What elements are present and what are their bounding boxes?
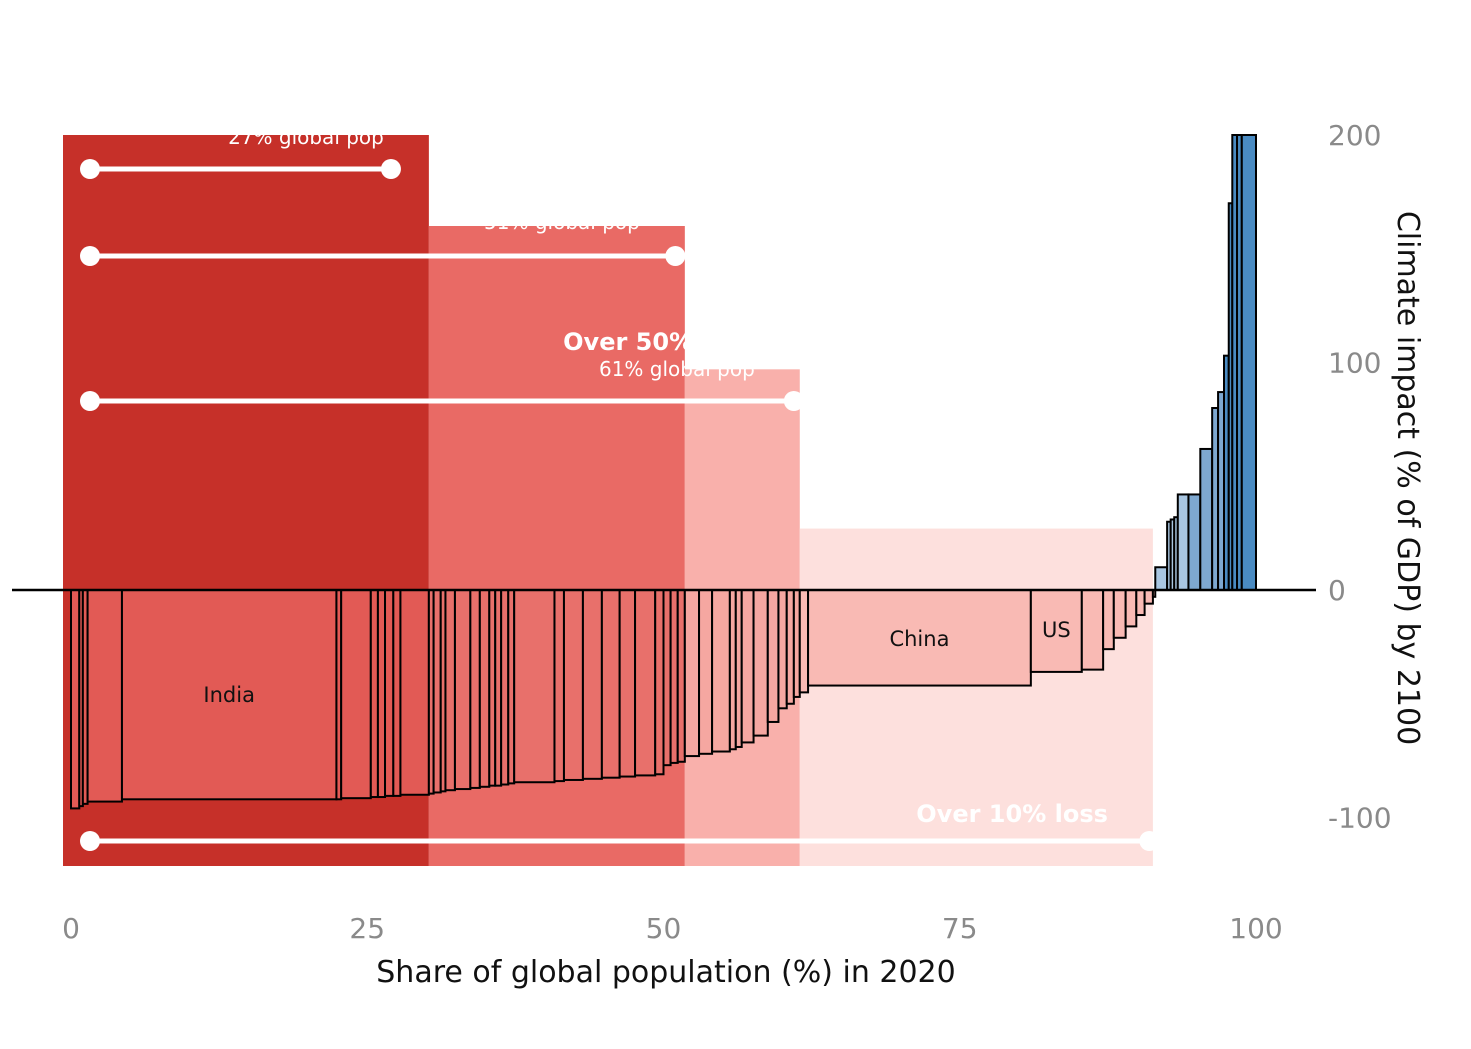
- x-axis-ticks: 0 25 50 75 100: [62, 912, 1283, 945]
- bar-15: [444, 589, 456, 792]
- band-75-range-start-dot: [80, 246, 100, 266]
- x-tick-label: 75: [942, 912, 978, 945]
- y-tick-label: 100: [1328, 347, 1381, 380]
- y-axis-title: Climate impact (% of GDP) by 2100: [1390, 211, 1425, 745]
- bar-6: [340, 589, 372, 800]
- band-90-subtitle: 27% global pop: [228, 125, 384, 149]
- bar-11: [399, 589, 430, 796]
- country-label-china: China: [889, 627, 949, 651]
- y-tick-label: -100: [1328, 802, 1392, 835]
- bar-29: [634, 589, 657, 777]
- bar-25: [562, 589, 584, 781]
- bar-52: [1135, 589, 1146, 617]
- band-75-title: Over 75% loss: [448, 181, 640, 209]
- y-tick-label: 200: [1328, 119, 1381, 152]
- bar-9: [384, 589, 395, 797]
- bar-59: [1176, 493, 1190, 592]
- bar-60: [1187, 493, 1202, 592]
- band-labels: Over 90% loss 27% global pop Over 75% loss…: [192, 91, 1108, 828]
- bar-48: [1080, 589, 1105, 671]
- bar-0: [70, 589, 81, 810]
- bar-31: [662, 589, 672, 767]
- bar-21: [500, 589, 510, 786]
- x-tick-label: 50: [646, 912, 682, 945]
- bar-18: [478, 589, 491, 788]
- bar-53: [1143, 589, 1154, 605]
- band-10-rect: [799, 528, 1153, 866]
- bar-39: [740, 589, 755, 744]
- bar-50: [1112, 589, 1127, 639]
- bar-34: [683, 589, 701, 758]
- bar-61: [1199, 447, 1214, 592]
- bar-32: [669, 589, 679, 764]
- x-tick-label: 25: [349, 912, 385, 945]
- band-75-subtitle: 51% global pop: [484, 210, 640, 234]
- bar-43: [785, 589, 795, 705]
- bar-45: [798, 589, 810, 694]
- bar-68: [1240, 134, 1258, 591]
- bar-23: [513, 589, 556, 784]
- band-10-range-start-dot: [80, 831, 100, 851]
- bar-7: [369, 589, 379, 799]
- x-tick-label: 100: [1229, 912, 1282, 945]
- bar-26: [581, 589, 603, 780]
- bar-55: [1154, 566, 1169, 591]
- bar-49: [1102, 589, 1115, 651]
- band-range-lines: [80, 159, 1160, 851]
- bar-10: [392, 589, 402, 797]
- y-tick-label: 0: [1328, 574, 1346, 607]
- band-50-range-end-dot: [783, 391, 804, 411]
- bar-16: [453, 589, 472, 791]
- bar-27: [600, 589, 621, 779]
- bar-8: [376, 589, 387, 799]
- bar-33: [676, 589, 686, 763]
- band-50-title: Over 50% loss: [563, 328, 755, 356]
- band-10-title: Over 10% loss: [916, 800, 1108, 828]
- country-label-india: India: [203, 683, 255, 707]
- bar-36: [711, 589, 731, 753]
- bar-17: [469, 589, 481, 789]
- bar-40: [752, 589, 769, 737]
- band-90-range-start-dot: [80, 159, 100, 179]
- bar-india: [120, 589, 338, 801]
- bar-51: [1124, 589, 1138, 628]
- country-label-us: US: [1042, 618, 1071, 642]
- band-90-title: Over 90% loss: [192, 91, 384, 119]
- band-90-range-end-dot: [380, 159, 401, 179]
- bar-13: [432, 589, 442, 794]
- bar-41: [766, 589, 780, 723]
- bar-24: [553, 589, 565, 783]
- band-50-subtitle: 61% global pop: [599, 357, 755, 381]
- bar-30: [654, 589, 665, 776]
- bar-28: [618, 589, 637, 778]
- bar-35: [698, 589, 714, 755]
- x-axis-title: Share of global population (%) in 2020: [376, 955, 955, 990]
- band-50-range-start-dot: [80, 391, 100, 411]
- y-axis-ticks: 200 100 0 -100: [1328, 119, 1392, 835]
- band-10-range-end-dot: [1139, 831, 1160, 851]
- bar-42: [777, 589, 788, 710]
- bar-3: [86, 589, 123, 803]
- x-tick-label: 0: [62, 912, 80, 945]
- band-75-range-end-dot: [665, 246, 686, 266]
